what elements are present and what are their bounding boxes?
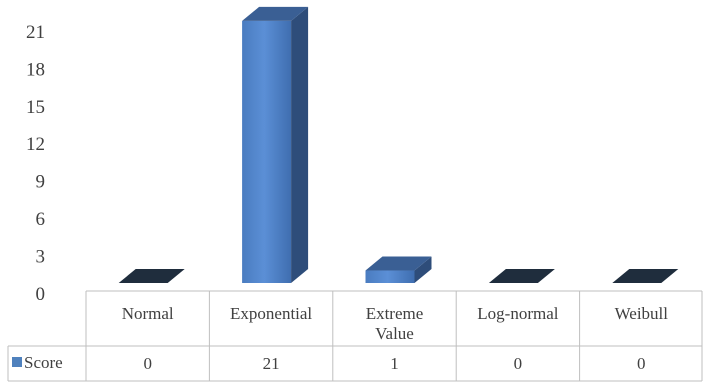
bar <box>242 6 309 283</box>
bar-top <box>242 6 309 21</box>
category-label: Normal <box>122 304 174 323</box>
bar <box>365 256 432 283</box>
bar-front <box>242 20 292 283</box>
y-tick-label: 21 <box>26 22 45 43</box>
bar <box>488 269 555 283</box>
y-tick-label: 6 <box>36 209 46 230</box>
legend-swatch <box>12 357 22 367</box>
category-label: Log-normal <box>477 304 558 323</box>
bar-top <box>118 269 185 283</box>
data-table: Normal Exponential Extreme Value Log-normal W… <box>7 290 703 382</box>
value-label: 0 <box>143 354 152 373</box>
bar-side <box>414 256 432 283</box>
bar-front <box>365 270 415 283</box>
value-label: 1 <box>390 354 399 373</box>
y-tick-label: 12 <box>26 134 45 155</box>
bar-top <box>365 256 432 271</box>
category-label: Extreme Value <box>366 304 424 343</box>
y-tick-label: 18 <box>26 59 45 80</box>
bar-top <box>488 269 555 283</box>
value-label: 0 <box>514 354 523 373</box>
bar-side <box>291 6 309 283</box>
y-tick-label: 15 <box>26 97 45 118</box>
value-label: 21 <box>263 354 280 373</box>
bar-top <box>612 269 679 283</box>
y-axis: 0 3 6 9 12 15 18 21 <box>26 22 45 305</box>
value-label: 0 <box>637 354 646 373</box>
category-label: Weibull <box>615 304 669 323</box>
y-tick-label: 9 <box>36 172 46 193</box>
y-tick-label: 3 <box>36 247 46 268</box>
bar <box>118 269 185 283</box>
legend-label: Score <box>24 353 63 372</box>
y-tick-label: 0 <box>36 284 46 305</box>
bar <box>612 269 679 283</box>
bars <box>118 6 679 283</box>
category-label: Exponential <box>230 304 312 323</box>
